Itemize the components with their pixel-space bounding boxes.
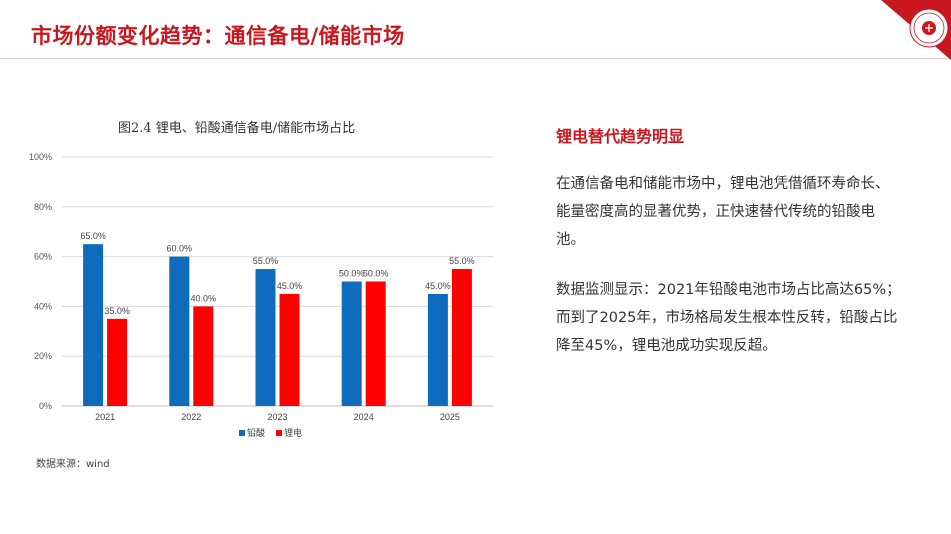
market-share-chart: 0% 20% 40% 60% 80% 100% 65.0% 35.0% 2021 60.0% 40.… [29, 152, 493, 439]
bar-lithium-2022 [193, 306, 214, 406]
bar-lithium-2024 [365, 281, 386, 406]
y-tick-label: 0% [39, 401, 52, 411]
data-label: 45.0% [425, 281, 451, 291]
legend-swatch-lead-acid [239, 430, 245, 436]
bar-lithium-2023 [279, 293, 300, 406]
data-label: 55.0% [449, 256, 475, 266]
x-tick-label: 2023 [267, 412, 287, 422]
side-heading: 锂电替代趋势明显 [556, 127, 685, 146]
x-tick-label: 2025 [440, 412, 460, 422]
x-tick-label: 2021 [95, 412, 115, 422]
y-tick-label: 20% [34, 351, 52, 361]
data-label: 50.0% [363, 269, 389, 279]
data-label: 35.0% [104, 306, 130, 316]
bar-lead-acid-2021 [83, 244, 104, 406]
data-label: 40.0% [191, 293, 217, 303]
data-label: 65.0% [80, 231, 106, 241]
chart-caption: 图2.4 锂电、铅酸通信备电/储能市场占比 [118, 121, 356, 136]
x-tick-label: 2022 [181, 412, 201, 422]
legend-label: 铅酸 [247, 427, 265, 439]
side-paragraph-1: 在通信备电和储能市场中，锂电池凭借循环寿命长、能量密度高的显著优势，正快速替代传… [556, 176, 890, 248]
legend-label: 锂电 [284, 427, 302, 439]
bar-lithium-2025 [451, 269, 472, 406]
data-source-note: 数据来源：wind [36, 459, 110, 470]
bar-lead-acid-2024 [341, 281, 362, 406]
y-tick-label: 100% [29, 152, 52, 162]
y-tick-label: 80% [34, 202, 52, 212]
data-label: 60.0% [167, 244, 193, 254]
x-tick-label: 2024 [354, 412, 374, 422]
data-label: 45.0% [277, 281, 303, 291]
bar-lead-acid-2023 [255, 269, 276, 406]
bar-lead-acid-2025 [427, 293, 448, 406]
data-label: 55.0% [253, 256, 279, 266]
corner-logo-icon [881, 0, 951, 60]
y-tick-label: 60% [34, 252, 52, 262]
side-paragraph-2: 数据监测显示：2021年铅酸电池市场占比高达65%；而到了2025年，市场格局发… [556, 282, 901, 354]
data-label: 50.0% [339, 269, 365, 279]
title-divider [0, 58, 951, 59]
y-tick-label: 40% [34, 301, 52, 311]
legend-swatch-lithium [276, 430, 282, 436]
bar-lead-acid-2022 [169, 256, 190, 406]
bar-lithium-2021 [107, 318, 128, 406]
page-title: 市场份额变化趋势：通信备电/储能市场 [31, 24, 405, 48]
